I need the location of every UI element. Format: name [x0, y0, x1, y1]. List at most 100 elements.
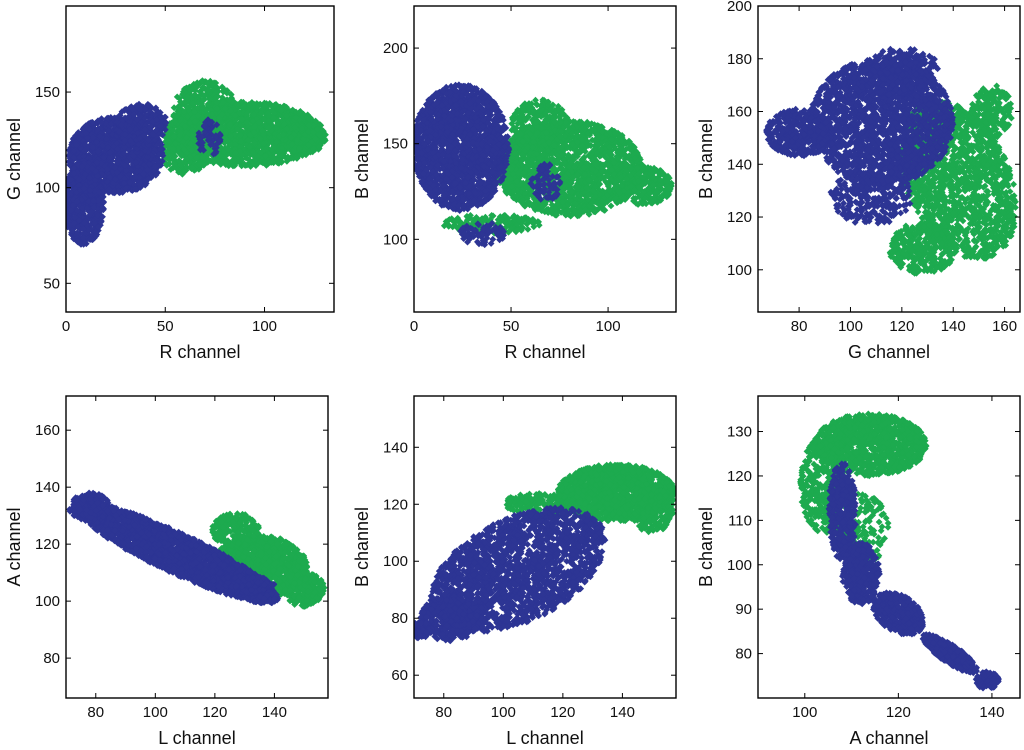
point-blue [94, 172, 102, 180]
x-tick-label: 50 [157, 318, 174, 335]
point-blue [206, 119, 214, 127]
x-tick-label: 100 [252, 318, 277, 335]
point-blue [93, 205, 101, 212]
point-blue [210, 150, 217, 158]
point-green [236, 132, 244, 139]
point-blue [99, 213, 106, 221]
point-blue [69, 179, 77, 187]
point-blue [98, 166, 106, 174]
point-blue [126, 132, 134, 140]
point-green [194, 112, 202, 120]
point-green [176, 132, 184, 139]
point-green [258, 127, 266, 135]
point-blue [121, 162, 129, 170]
point-green [175, 121, 183, 129]
point-blue [66, 185, 72, 192]
point-green [163, 152, 170, 160]
point-blue [96, 132, 104, 140]
point-blue [144, 102, 152, 109]
point-green [226, 121, 234, 128]
point-blue [209, 141, 217, 148]
point-blue [123, 152, 130, 160]
point-blue [86, 236, 94, 243]
point-green [188, 146, 195, 154]
point-blue [127, 166, 135, 174]
point-green [283, 125, 291, 133]
point-blue [135, 141, 142, 148]
point-blue [105, 186, 113, 194]
point-blue [78, 130, 86, 138]
point-blue [147, 104, 155, 111]
point-blue [146, 155, 154, 162]
point-blue [133, 168, 141, 175]
point-green [184, 130, 192, 138]
point-green [179, 90, 186, 98]
point-blue [161, 126, 169, 134]
point-blue [103, 135, 110, 143]
point-blue [214, 140, 221, 147]
point-blue [75, 144, 83, 151]
point-blue [132, 159, 140, 167]
point-green [194, 99, 202, 107]
point-blue [103, 116, 110, 124]
point-blue [84, 226, 92, 233]
point-blue [78, 163, 86, 170]
point-blue [159, 152, 167, 159]
point-green [309, 128, 317, 136]
point-blue [107, 114, 115, 121]
point-green [216, 114, 224, 121]
point-blue [200, 122, 208, 129]
point-green [302, 151, 310, 159]
point-green [284, 115, 291, 123]
point-green [314, 125, 321, 133]
point-green [188, 164, 196, 172]
point-green [208, 94, 215, 101]
point-blue [147, 152, 155, 160]
point-blue [71, 205, 79, 213]
point-green [204, 105, 212, 112]
point-green [180, 99, 188, 107]
point-green [318, 137, 326, 145]
point-blue [69, 135, 77, 143]
point-green [246, 143, 254, 151]
point-green [231, 106, 238, 114]
point-green [170, 111, 178, 119]
point-blue [126, 118, 134, 126]
point-blue [77, 241, 85, 248]
point-blue [71, 213, 79, 221]
point-blue [141, 115, 148, 122]
point-green [175, 109, 183, 116]
series-blue [66, 100, 224, 248]
point-blue [82, 182, 90, 190]
point-blue [114, 183, 122, 191]
point-green [183, 155, 190, 163]
point-blue [83, 134, 91, 142]
point-green [170, 153, 178, 161]
point-green [196, 123, 204, 131]
point-green [195, 161, 203, 168]
point-green [237, 122, 245, 130]
point-green [199, 154, 207, 161]
point-blue [131, 173, 139, 181]
point-green [210, 79, 218, 87]
point-green [247, 107, 255, 115]
point-blue [74, 237, 81, 245]
point-green [173, 112, 181, 119]
point-blue [87, 225, 95, 233]
point-blue [156, 146, 164, 154]
point-green [215, 108, 223, 116]
point-blue [146, 167, 154, 175]
point-blue [94, 212, 102, 219]
point-green [271, 110, 278, 117]
point-green [161, 142, 169, 150]
point-blue [145, 175, 152, 182]
point-blue [78, 168, 85, 176]
point-blue [94, 156, 102, 164]
point-blue [102, 147, 110, 155]
point-blue [92, 232, 100, 240]
point-green [238, 116, 246, 123]
point-blue [154, 140, 161, 147]
point-green [213, 99, 221, 106]
point-blue [118, 118, 126, 125]
